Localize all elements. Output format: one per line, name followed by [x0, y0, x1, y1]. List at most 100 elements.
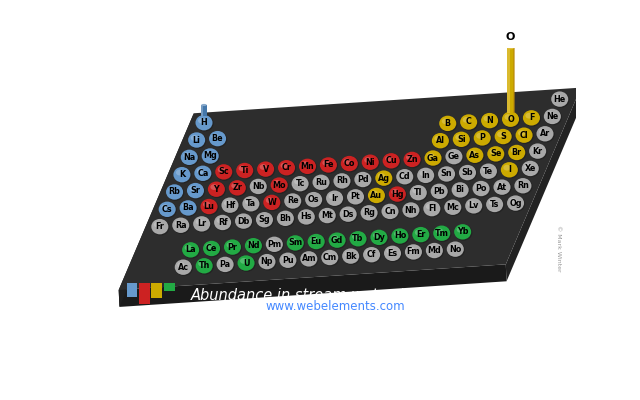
Ellipse shape — [431, 184, 448, 199]
Ellipse shape — [289, 238, 296, 244]
Text: Es: Es — [387, 249, 397, 258]
Text: Co: Co — [344, 159, 355, 168]
Ellipse shape — [215, 164, 232, 180]
Ellipse shape — [474, 131, 492, 147]
Ellipse shape — [454, 185, 461, 191]
Ellipse shape — [426, 204, 433, 209]
Ellipse shape — [439, 116, 456, 131]
Ellipse shape — [509, 145, 527, 161]
Text: Ne: Ne — [546, 112, 559, 121]
Ellipse shape — [472, 181, 490, 196]
Ellipse shape — [326, 190, 343, 206]
Ellipse shape — [315, 177, 323, 183]
Text: Pa: Pa — [220, 260, 230, 269]
Text: www.webelements.com: www.webelements.com — [266, 300, 406, 313]
Ellipse shape — [175, 260, 193, 276]
Ellipse shape — [486, 197, 504, 213]
Ellipse shape — [237, 255, 255, 271]
Ellipse shape — [373, 232, 380, 238]
Ellipse shape — [525, 113, 532, 118]
Ellipse shape — [216, 164, 234, 181]
Ellipse shape — [529, 144, 546, 159]
Text: Sb: Sb — [461, 168, 474, 177]
Ellipse shape — [197, 168, 204, 174]
Text: Mn: Mn — [301, 162, 314, 171]
Ellipse shape — [532, 146, 539, 152]
Text: Ce: Ce — [206, 244, 217, 253]
Ellipse shape — [188, 133, 206, 149]
Text: Ge: Ge — [448, 152, 460, 161]
Ellipse shape — [188, 183, 205, 200]
Ellipse shape — [497, 132, 504, 137]
Ellipse shape — [448, 152, 455, 157]
Ellipse shape — [266, 197, 273, 203]
Ellipse shape — [348, 190, 365, 206]
Ellipse shape — [363, 208, 371, 214]
Ellipse shape — [384, 206, 391, 212]
Ellipse shape — [544, 109, 562, 125]
Ellipse shape — [250, 179, 268, 195]
Text: Cd: Cd — [399, 172, 410, 181]
Ellipse shape — [467, 148, 484, 164]
Ellipse shape — [200, 199, 218, 214]
Ellipse shape — [554, 94, 561, 100]
Ellipse shape — [483, 166, 490, 172]
Ellipse shape — [301, 161, 308, 167]
Text: K: K — [179, 170, 185, 179]
Ellipse shape — [312, 174, 330, 190]
Ellipse shape — [465, 198, 483, 215]
Ellipse shape — [463, 117, 470, 123]
Ellipse shape — [371, 230, 388, 246]
Text: © Mark Winter: © Mark Winter — [556, 225, 561, 272]
Text: Ar: Ar — [540, 129, 550, 138]
Text: Fm: Fm — [406, 248, 420, 256]
Ellipse shape — [438, 166, 455, 182]
Ellipse shape — [387, 248, 394, 254]
Ellipse shape — [340, 206, 356, 222]
Ellipse shape — [166, 184, 183, 200]
Ellipse shape — [208, 182, 225, 197]
Ellipse shape — [389, 187, 407, 203]
Ellipse shape — [368, 188, 385, 203]
Text: Ca: Ca — [197, 169, 209, 178]
Text: I: I — [508, 165, 511, 174]
Ellipse shape — [257, 162, 274, 177]
Text: Ho: Ho — [394, 232, 406, 240]
Ellipse shape — [298, 209, 315, 225]
Ellipse shape — [323, 160, 330, 166]
Ellipse shape — [287, 236, 305, 252]
Text: Ag: Ag — [378, 174, 390, 183]
Ellipse shape — [231, 183, 239, 188]
Ellipse shape — [459, 165, 476, 180]
Ellipse shape — [349, 231, 367, 246]
Text: Md: Md — [428, 246, 441, 255]
Text: Fr: Fr — [156, 222, 164, 231]
Ellipse shape — [321, 250, 339, 265]
Ellipse shape — [552, 92, 570, 108]
Ellipse shape — [266, 237, 283, 252]
Text: Zn: Zn — [406, 155, 418, 164]
Ellipse shape — [394, 231, 401, 237]
Ellipse shape — [161, 204, 168, 210]
Ellipse shape — [202, 149, 220, 165]
Ellipse shape — [539, 129, 546, 134]
Ellipse shape — [261, 256, 268, 262]
Ellipse shape — [355, 172, 371, 187]
Ellipse shape — [277, 211, 294, 226]
Ellipse shape — [229, 180, 246, 196]
Text: Pb: Pb — [433, 187, 445, 196]
Ellipse shape — [193, 216, 210, 232]
Ellipse shape — [173, 167, 191, 182]
Ellipse shape — [524, 163, 531, 169]
Ellipse shape — [364, 157, 371, 163]
Ellipse shape — [474, 130, 491, 146]
Text: In: In — [421, 171, 430, 180]
Ellipse shape — [362, 155, 380, 171]
Text: Al: Al — [436, 136, 445, 145]
Ellipse shape — [259, 215, 266, 220]
Ellipse shape — [502, 112, 519, 127]
Ellipse shape — [446, 149, 463, 166]
Text: Se: Se — [490, 149, 502, 158]
Ellipse shape — [433, 226, 451, 241]
Ellipse shape — [551, 92, 568, 107]
